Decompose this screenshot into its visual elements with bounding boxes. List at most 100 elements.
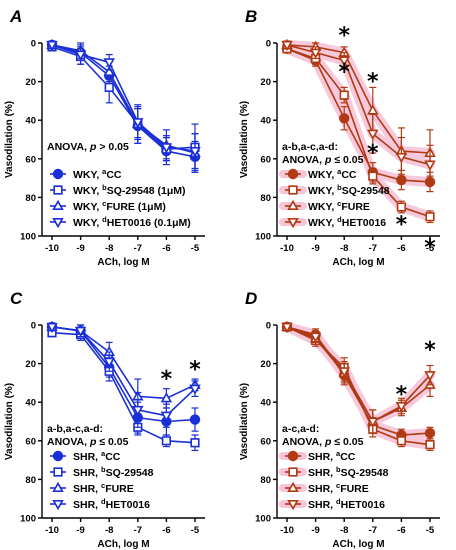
x-tick: -8 <box>340 236 348 254</box>
anova-text: ANOVA, <box>282 154 325 166</box>
y-tick-label: 60 <box>25 154 36 165</box>
data-point <box>309 332 322 343</box>
legend-label-superscript: a <box>337 166 342 175</box>
legend-label-part: SQ-29548 <box>342 185 390 197</box>
data-point <box>189 414 201 425</box>
y-tick: 60 <box>260 436 277 447</box>
y-tick-label: 40 <box>25 398 36 409</box>
legend-label-part: SHR, <box>308 467 336 479</box>
legend-label-part: FURE (1μM) <box>106 201 166 213</box>
series-line <box>51 326 196 400</box>
panel-letter: B <box>245 7 257 26</box>
y-tick: 80 <box>260 475 277 486</box>
significance-star: * <box>161 367 173 392</box>
legend-marker <box>288 467 298 477</box>
legend-label-superscript: b <box>336 464 341 473</box>
anova-p: p <box>324 154 332 166</box>
legend-marker <box>287 450 299 462</box>
legend-label-superscript: d <box>102 214 107 223</box>
anova-comparisons: a-b,a-c,a-d: <box>47 423 103 435</box>
y-tick-label: 80 <box>25 193 36 204</box>
legend-item: WKY, dHET0016 (0.1μM) <box>50 214 191 229</box>
legend-label-part: WKY, <box>73 169 102 181</box>
x-tick-label: -9 <box>311 525 319 536</box>
data-point <box>74 50 87 61</box>
series-line <box>286 326 431 423</box>
legend-label: SHR, bSQ-29548 <box>308 464 389 479</box>
y-tick: 60 <box>25 154 42 165</box>
y-tick-label: 20 <box>25 359 36 370</box>
legend-label-part: WKY, <box>308 185 337 197</box>
x-tick-label: -8 <box>340 243 348 254</box>
x-tick: -9 <box>311 236 320 254</box>
y-tick: 40 <box>260 398 277 409</box>
x-tick: -6 <box>397 518 406 536</box>
legend-item: SHR, dHET0016 <box>50 496 150 511</box>
legend-item: WKY, aCC <box>50 166 122 181</box>
axes <box>41 43 205 237</box>
legend-label: WKY, cFURE <box>308 198 370 213</box>
legend-label-part: WKY, <box>73 201 102 213</box>
x-tick-label: -7 <box>134 525 142 536</box>
series-line <box>286 44 431 154</box>
legend-marker <box>287 481 299 493</box>
legend-label-superscript: c <box>337 198 341 207</box>
panel-letter: A <box>9 7 22 26</box>
legend-label: WKY, dHET0016 <box>308 214 386 229</box>
y-tick-label: 0 <box>31 39 36 50</box>
legend-item: SHR, cFURE <box>279 480 369 495</box>
data-point <box>424 160 436 171</box>
legend-marker <box>287 499 299 511</box>
series-1 <box>281 43 436 193</box>
data-point <box>396 174 407 186</box>
legend-item: WKY, bSQ-29548 <box>279 182 390 197</box>
y-tick: 0 <box>31 321 42 332</box>
x-tick: -10 <box>280 518 294 536</box>
legend-label-part: WKY, <box>308 217 337 229</box>
legend-label-part: CC <box>340 451 356 463</box>
axes <box>41 325 205 519</box>
data-point <box>103 65 115 76</box>
data-point <box>103 357 115 368</box>
x-tick: -7 <box>134 236 142 254</box>
x-tick: -5 <box>191 236 200 254</box>
x-tick-label: -7 <box>369 243 377 254</box>
x-tick: -5 <box>426 518 435 536</box>
y-tick-label: 40 <box>260 116 271 127</box>
legend-label-part: SHR, <box>73 499 101 511</box>
legend-label-part: SQ-29548 (1μM) <box>107 185 186 197</box>
data-point <box>161 436 171 446</box>
data-point <box>281 40 293 52</box>
legend-label-part: WKY, <box>308 201 337 213</box>
legend-label-superscript: b <box>101 464 106 473</box>
data-point <box>338 113 350 124</box>
legend-label-part: FURE <box>105 483 134 495</box>
anova-comparisons: a-c,a-d: <box>282 423 319 435</box>
legend-label-part: FURE <box>341 201 370 213</box>
legend-label: SHR, aCC <box>308 448 356 463</box>
legend-marker <box>52 168 64 180</box>
legend-marker <box>52 199 64 211</box>
legend-label-part: SQ-29548 <box>341 467 389 479</box>
legend-item: WKY, aCC <box>279 166 357 181</box>
anova-text: > 0.05 <box>96 141 129 153</box>
data-point <box>425 440 435 450</box>
y-tick: 100 <box>20 232 42 243</box>
y-tick: 100 <box>20 514 42 525</box>
series-line <box>51 326 196 417</box>
legend-item: WKY, cFURE <box>279 198 370 213</box>
anova-text: ≤ 0.05 <box>331 436 363 448</box>
y-tick: 0 <box>266 321 277 332</box>
data-point <box>46 322 58 334</box>
data-point <box>338 367 350 378</box>
y-tick-label: 0 <box>31 321 36 332</box>
legend-label-part: HET0016 <box>342 217 387 229</box>
series-highlight <box>282 321 435 441</box>
x-tick-label: -8 <box>340 525 348 536</box>
y-tick-label: 80 <box>260 475 271 486</box>
x-tick-label: -8 <box>105 525 113 536</box>
x-tick-label: -10 <box>45 243 59 254</box>
legend-label-part: FURE <box>340 483 369 495</box>
anova-annotation: ANOVA, p > 0.05 <box>47 141 129 153</box>
